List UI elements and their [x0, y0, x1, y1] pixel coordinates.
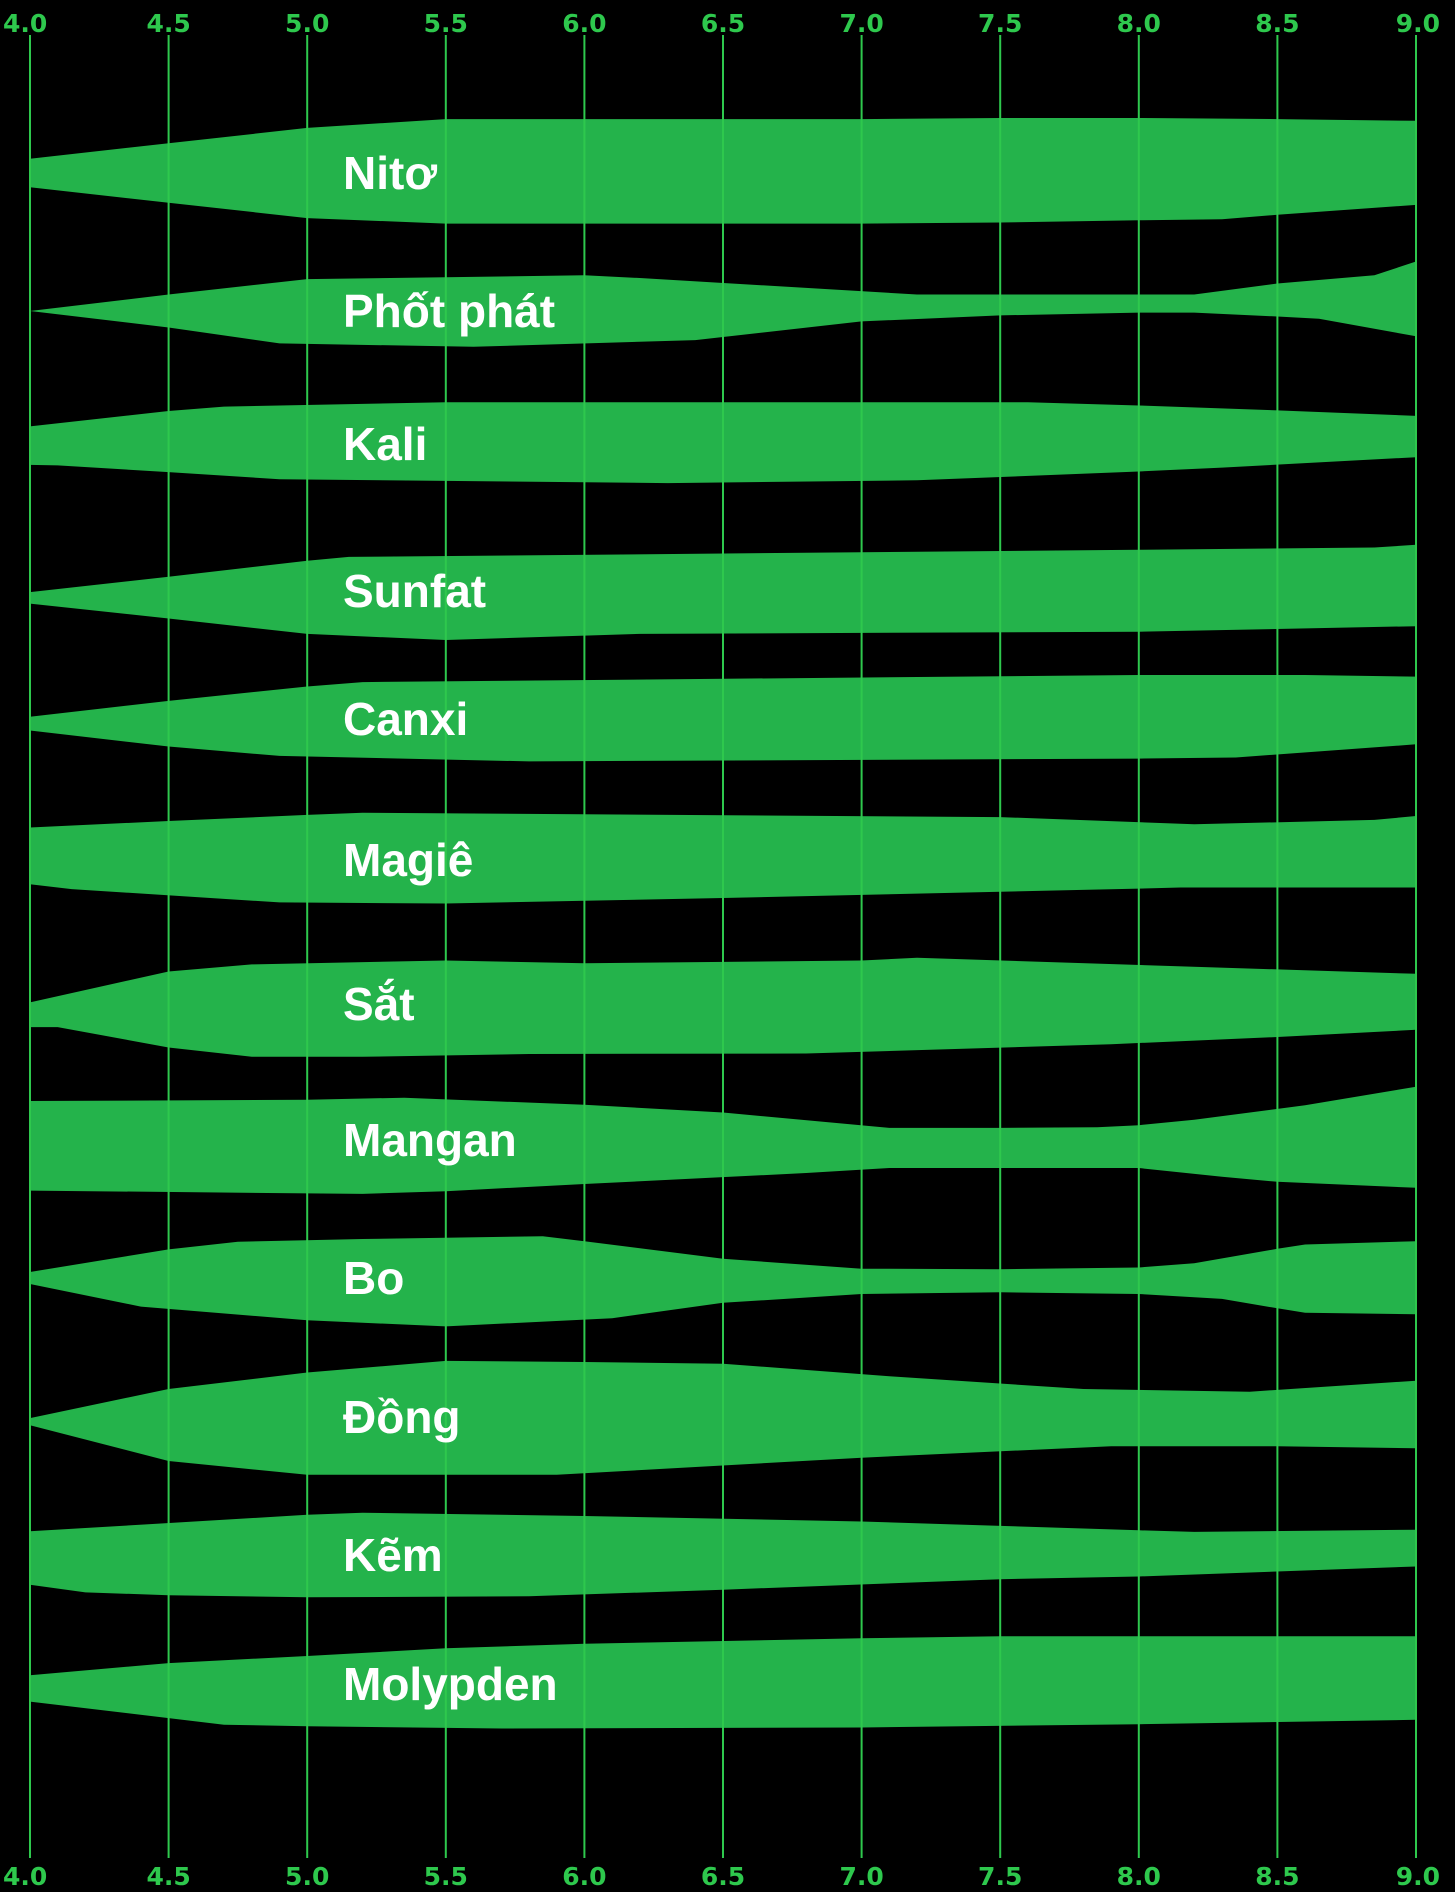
bottom-axis: 4.0 4.5 5.0 5.5 6.0 6.5 7.0 7.5 8.0 8.5 9.0 [3, 1862, 1440, 1891]
bottom-tick-label: 7.5 [978, 1862, 1022, 1891]
band-label-12: Molypden [343, 1658, 558, 1710]
top-tick-label: 4.0 [3, 9, 47, 38]
top-tick-label: 5.0 [285, 9, 329, 38]
top-tick-label: 8.5 [1255, 9, 1299, 38]
band-label-1: Nitơ [343, 147, 437, 199]
band-label-8: Mangan [343, 1114, 517, 1166]
band-label-10: Đồng [343, 1391, 461, 1443]
bottom-tick-label: 6.5 [701, 1862, 745, 1891]
top-tick-label: 9.0 [1396, 9, 1440, 38]
bottom-tick-label: 4.5 [146, 1862, 190, 1891]
bottom-tick-label: 8.5 [1255, 1862, 1299, 1891]
band-label-9: Bo [343, 1252, 404, 1304]
bottom-tick-label: 4.0 [3, 1862, 47, 1891]
top-tick-label: 8.0 [1117, 9, 1161, 38]
top-tick-label: 7.5 [978, 9, 1022, 38]
bottom-tick-label: 7.0 [839, 1862, 883, 1891]
top-tick-label: 5.5 [424, 9, 468, 38]
band-labels-layer: Nitơ Phốt phát Kali Sunfat Canxi Magiê Sắt Mang… [343, 147, 558, 1710]
bottom-tick-label: 5.5 [424, 1862, 468, 1891]
band-label-6: Magiê [343, 834, 473, 886]
bottom-tick-label: 5.0 [285, 1862, 329, 1891]
bottom-tick-label: 6.0 [562, 1862, 606, 1891]
band-label-3: Kali [343, 418, 427, 470]
bottom-tick-label: 8.0 [1117, 1862, 1161, 1891]
top-tick-label: 4.5 [146, 9, 190, 38]
band-label-4: Sunfat [343, 565, 486, 617]
band-label-2: Phốt phát [343, 285, 555, 337]
top-axis: 4.0 4.5 5.0 5.5 6.0 6.5 7.0 7.5 8.0 8.5 9.0 [3, 9, 1440, 38]
top-tick-label: 7.0 [839, 9, 883, 38]
band-label-7: Sắt [343, 978, 415, 1030]
band-label-5: Canxi [343, 693, 468, 745]
grid-layer [29, 35, 1417, 1858]
top-tick-label: 6.5 [701, 9, 745, 38]
top-tick-label: 6.0 [562, 9, 606, 38]
bottom-tick-label: 9.0 [1396, 1862, 1440, 1891]
band-label-11: Kẽm [343, 1529, 443, 1581]
